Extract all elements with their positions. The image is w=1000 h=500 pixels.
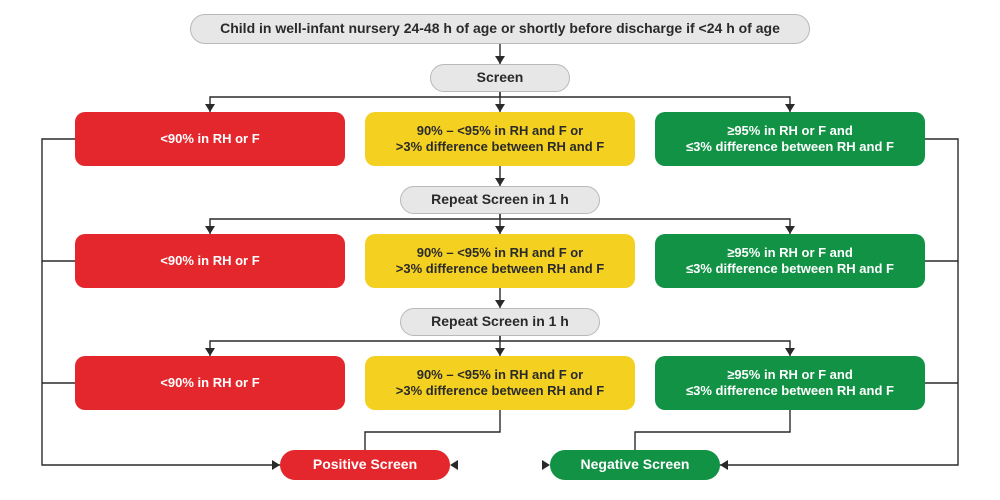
node-r2yel: 90% – <95% in RH and F or >3% difference… (365, 234, 635, 288)
node-r2grn: ≥95% in RH or F and ≤3% difference betwe… (655, 234, 925, 288)
node-r1grn: ≥95% in RH or F and ≤3% difference betwe… (655, 112, 925, 166)
node-pos: Positive Screen (280, 450, 450, 480)
node-screen1: Screen (430, 64, 570, 92)
node-neg: Negative Screen (550, 450, 720, 480)
node-r1yel: 90% – <95% in RH and F or >3% difference… (365, 112, 635, 166)
node-r1red: <90% in RH or F (75, 112, 345, 166)
node-screen3: Repeat Screen in 1 h (400, 308, 600, 336)
node-screen2: Repeat Screen in 1 h (400, 186, 600, 214)
node-r3red: <90% in RH or F (75, 356, 345, 410)
node-r3yel: 90% – <95% in RH and F or >3% difference… (365, 356, 635, 410)
node-r2red: <90% in RH or F (75, 234, 345, 288)
node-start: Child in well-infant nursery 24-48 h of … (190, 14, 810, 44)
node-r3grn: ≥95% in RH or F and ≤3% difference betwe… (655, 356, 925, 410)
